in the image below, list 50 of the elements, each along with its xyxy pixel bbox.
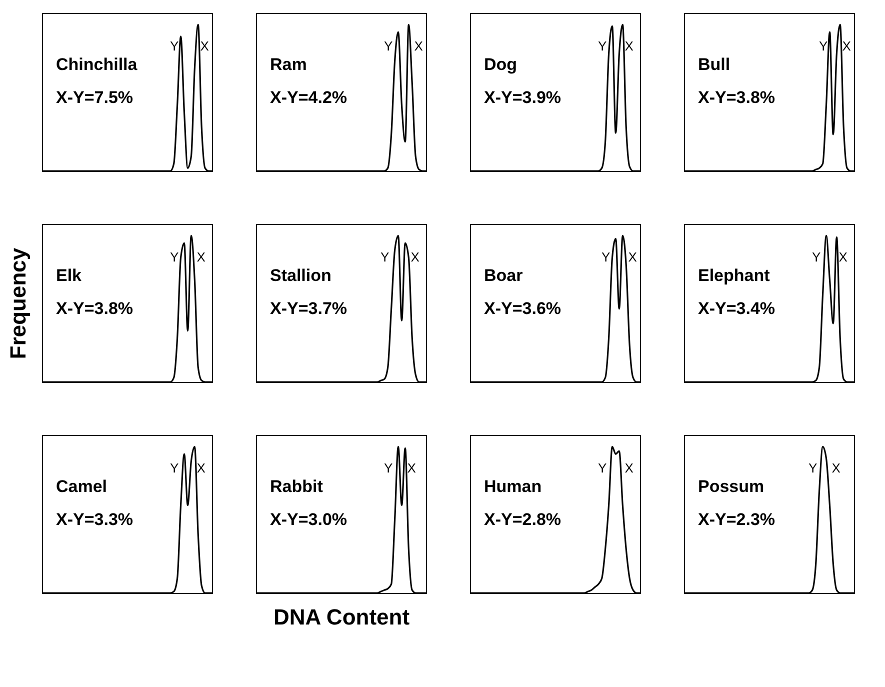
annotation: X-Y=3.3% <box>56 510 134 529</box>
annotation: X <box>838 250 848 265</box>
annotation: Bull <box>698 55 730 74</box>
annotation: X-Y=3.4% <box>698 299 776 318</box>
annotation: X-Y=2.3% <box>698 510 776 529</box>
annotation: X-Y=3.6% <box>484 299 562 318</box>
annotation: X-Y=7.5% <box>56 88 134 107</box>
annotation: X-Y=2.8% <box>484 510 562 529</box>
annotation: Y <box>601 250 610 265</box>
annotation: Boar <box>484 266 524 285</box>
annotation: Y <box>808 460 818 476</box>
annotation: Y <box>598 38 608 54</box>
annotation: X <box>842 38 852 54</box>
annotation: Y <box>384 38 394 54</box>
annotation: Y <box>812 250 822 265</box>
annotation: Chinchilla <box>56 55 138 74</box>
annotation: X <box>624 38 634 54</box>
y-axis-title: Frequency <box>6 247 30 360</box>
annotation: Y <box>384 460 394 476</box>
annotation: X <box>196 460 206 476</box>
annotation: Rabbit <box>270 477 324 496</box>
annotation: X-Y=3.7% <box>270 299 348 318</box>
annotation: Possum <box>698 477 764 496</box>
annotation: Y <box>818 38 828 54</box>
annotation: X-Y=3.8% <box>56 299 134 318</box>
annotation: Y <box>598 460 608 476</box>
annotation: X <box>200 38 210 54</box>
annotation: Y <box>380 250 390 265</box>
annotation: X <box>624 460 634 476</box>
annotation: X-Y=4.2% <box>270 88 348 107</box>
annotation: X <box>196 250 206 265</box>
annotation: X <box>410 250 420 265</box>
annotation: Human <box>484 477 542 496</box>
annotation: X-Y=3.8% <box>698 88 776 107</box>
annotation: Camel <box>56 477 108 496</box>
annotation: Ram <box>270 55 307 74</box>
annotation: Y <box>170 250 180 265</box>
annotation: Elephant <box>698 266 770 285</box>
annotation: Y <box>170 38 180 54</box>
annotation: Y <box>170 460 180 476</box>
annotation: X <box>407 460 416 476</box>
annotation: X-Y=3.9% <box>484 88 562 107</box>
annotation: X <box>832 460 841 476</box>
annotation: X <box>628 250 638 265</box>
annotation: X-Y=3.0% <box>270 510 348 529</box>
x-axis-title: DNA Content <box>273 604 410 630</box>
annotation: Stallion <box>270 266 332 285</box>
annotation: Elk <box>56 266 82 285</box>
annotation: Dog <box>484 55 518 74</box>
annotation: X <box>414 38 424 54</box>
